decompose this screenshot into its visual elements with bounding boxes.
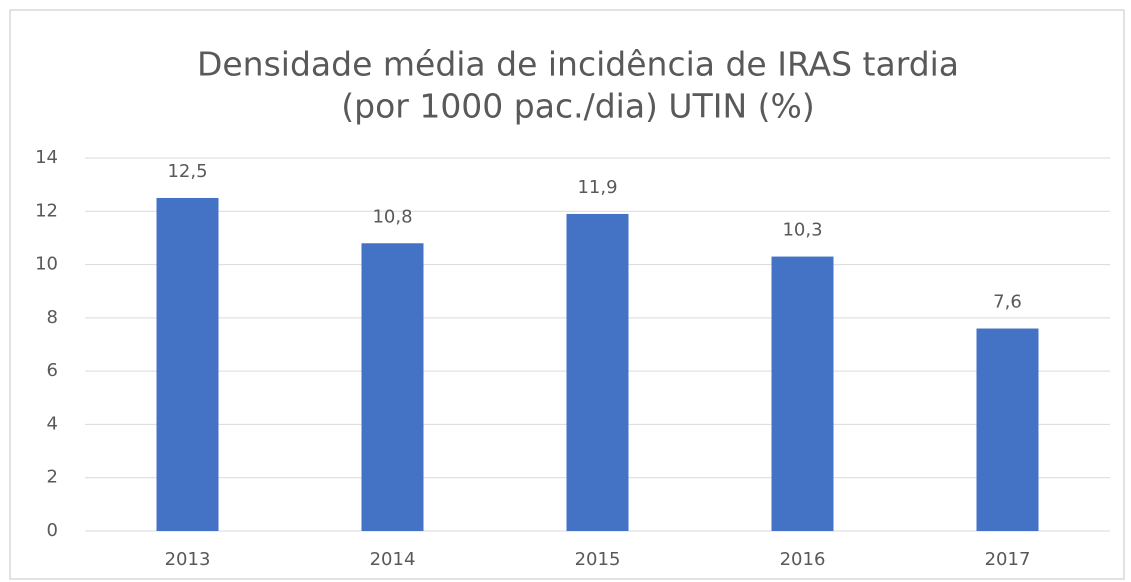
y-tick-label: 10 — [35, 254, 58, 275]
data-label: 10,3 — [782, 220, 822, 241]
bar — [566, 213, 629, 531]
data-label: 10,8 — [372, 206, 412, 227]
chart-title: Densidade média de incidência de IRAS ta… — [197, 45, 959, 84]
y-tick-label: 4 — [47, 413, 58, 434]
x-tick-label: 2017 — [985, 549, 1031, 570]
y-tick-label: 2 — [47, 467, 58, 488]
y-tick-label: 14 — [35, 147, 58, 168]
y-tick-label: 0 — [47, 520, 58, 541]
x-tick-label: 2016 — [780, 549, 826, 570]
bar — [156, 197, 219, 531]
x-tick-label: 2014 — [370, 549, 416, 570]
y-tick-label: 6 — [47, 360, 58, 381]
bar — [771, 256, 834, 531]
bar — [361, 243, 424, 531]
data-label: 11,9 — [577, 177, 617, 198]
x-tick-label: 2013 — [165, 549, 211, 570]
bar — [976, 328, 1039, 531]
data-label: 12,5 — [167, 161, 207, 182]
y-tick-label: 12 — [35, 200, 58, 221]
data-label: 7,6 — [993, 292, 1022, 313]
chart-title: (por 1000 pac./dia) UTIN (%) — [341, 87, 815, 126]
x-tick-label: 2015 — [575, 549, 621, 570]
y-tick-label: 8 — [47, 307, 58, 328]
